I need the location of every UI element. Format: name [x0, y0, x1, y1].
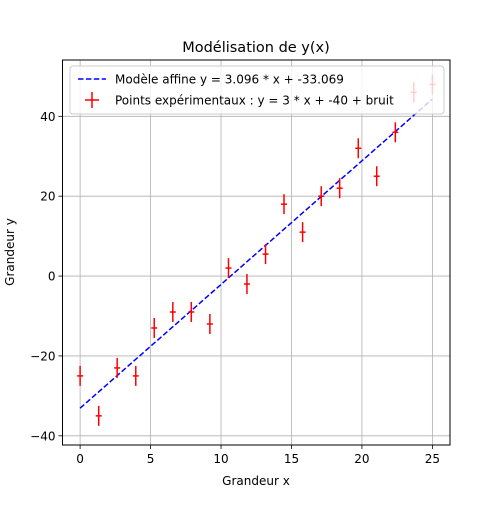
legend-box — [69, 65, 445, 115]
fit-line — [79, 98, 433, 409]
legend: Modèle affine y = 3.096 * x + -33.069 Po… — [69, 65, 445, 115]
x-tick-label: 25 — [425, 452, 440, 466]
x-tick-label: 15 — [284, 452, 299, 466]
data-point — [188, 302, 195, 322]
y-tick-label: 40 — [40, 110, 55, 124]
y-tick-label: −40 — [30, 429, 55, 443]
plot-frame — [62, 59, 451, 446]
x-axis-ticks: 0 5 10 15 20 25 — [76, 445, 440, 466]
data-point — [392, 122, 399, 143]
data-point — [355, 138, 362, 159]
data-point — [262, 244, 269, 265]
data-point — [132, 365, 139, 386]
data-point — [336, 178, 343, 199]
grid — [62, 60, 450, 445]
legend-points-label: Points expérimentaux : y = 3 * x + -40 +… — [115, 94, 394, 108]
chart-title: Modélisation de y(x) — [182, 40, 330, 56]
y-axis-label: Grandeur y — [3, 218, 17, 286]
x-tick-label: 0 — [76, 452, 84, 466]
x-tick-label: 20 — [354, 452, 369, 466]
data-point — [281, 194, 288, 215]
data-point — [243, 274, 250, 295]
x-axis-label: Grandeur x — [222, 474, 290, 488]
x-tick-label: 5 — [147, 452, 155, 466]
data-point — [373, 166, 380, 187]
data-point — [318, 186, 325, 207]
legend-points-swatch — [85, 92, 99, 108]
y-axis-ticks: −40 −20 0 20 40 — [30, 110, 63, 443]
y-tick-label: 20 — [40, 190, 55, 204]
data-point — [114, 357, 121, 378]
fit-layer — [79, 98, 433, 409]
legend-fit-label: Modèle affine y = 3.096 * x + -33.069 — [115, 73, 344, 87]
data-point — [225, 258, 232, 279]
points-layer — [77, 74, 436, 426]
data-point — [151, 317, 158, 338]
x-tick-label: 10 — [213, 452, 228, 466]
data-point — [95, 405, 102, 426]
data-point — [206, 314, 213, 334]
data-point — [299, 222, 306, 243]
y-tick-label: −20 — [30, 349, 55, 363]
data-point — [169, 302, 176, 322]
y-tick-label: 0 — [48, 270, 56, 284]
data-point — [77, 365, 84, 386]
